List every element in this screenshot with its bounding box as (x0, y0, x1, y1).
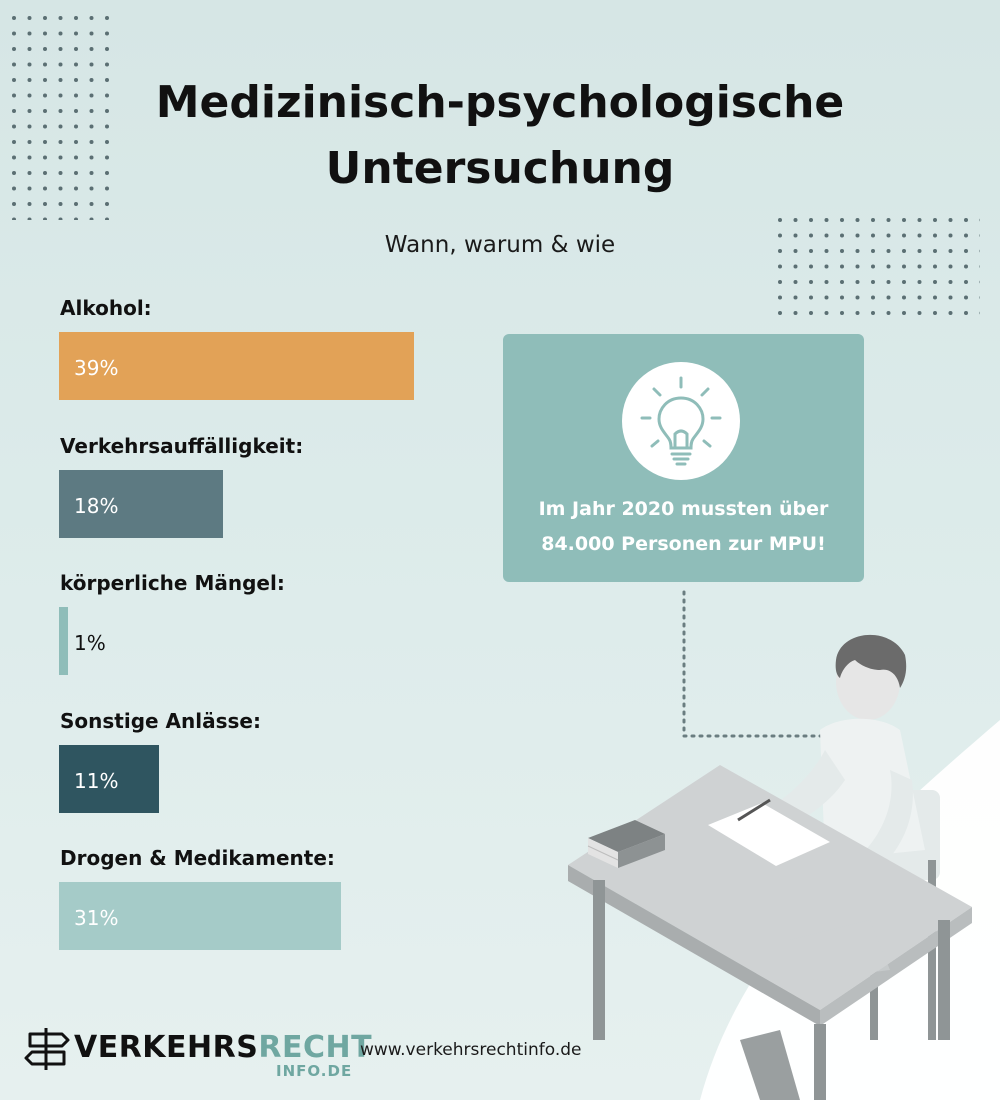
bar (59, 744, 159, 813)
info-text-line-2: 84.000 Personen zur MPU! (541, 533, 826, 555)
title-line-2: Untersuchung (325, 143, 675, 194)
bar-value-label: 18% (74, 493, 119, 518)
dotted-connector (682, 590, 852, 738)
dot-pattern-top-right (776, 216, 980, 316)
logo-part-1: VERKEHRS (74, 1030, 259, 1065)
bar-value-label: 1% (74, 631, 106, 655)
bar-value-label: 39% (74, 356, 119, 380)
bar (59, 332, 414, 400)
dot-pattern-top-left (10, 14, 110, 220)
bar (59, 607, 68, 675)
page-title: Medizinisch-psychologische Untersuchung (0, 70, 1000, 202)
signpost-icon (24, 1028, 70, 1070)
bar-value-label: 31% (74, 906, 119, 930)
category-label: Alkohol: (60, 296, 152, 320)
bar (59, 469, 223, 538)
page-subtitle: Wann, warum & wie (384, 232, 616, 258)
category-label: körperliche Mängel: (60, 571, 285, 595)
info-text-line-1: Im Jahr 2020 mussten über (538, 498, 829, 520)
bar (59, 882, 341, 950)
bar-value-label: 11% (74, 768, 119, 793)
category-label: Sonstige Anlässe: (60, 708, 261, 733)
title-line-1: Medizinisch-psychologische (155, 77, 845, 128)
info-text: Im Jahr 2020 mussten über 84.000 Persone… (513, 492, 854, 562)
lightbulb-icon (640, 376, 722, 466)
lightbulb-badge (622, 362, 740, 480)
info-box: Im Jahr 2020 mussten über 84.000 Persone… (503, 334, 864, 582)
category-label: Drogen & Medikamente: (60, 846, 335, 870)
person-at-desk-illustration (568, 634, 1000, 1100)
logo-subtext: INFO.DE (276, 1062, 353, 1080)
logo-wordmark: VERKEHRSRECHT (74, 1030, 372, 1065)
category-label: Verkehrsauffälligkeit: (60, 433, 304, 458)
website-url[interactable]: www.verkehrsrechtinfo.de (360, 1040, 582, 1060)
logo-part-2: RECHT (258, 1030, 373, 1065)
